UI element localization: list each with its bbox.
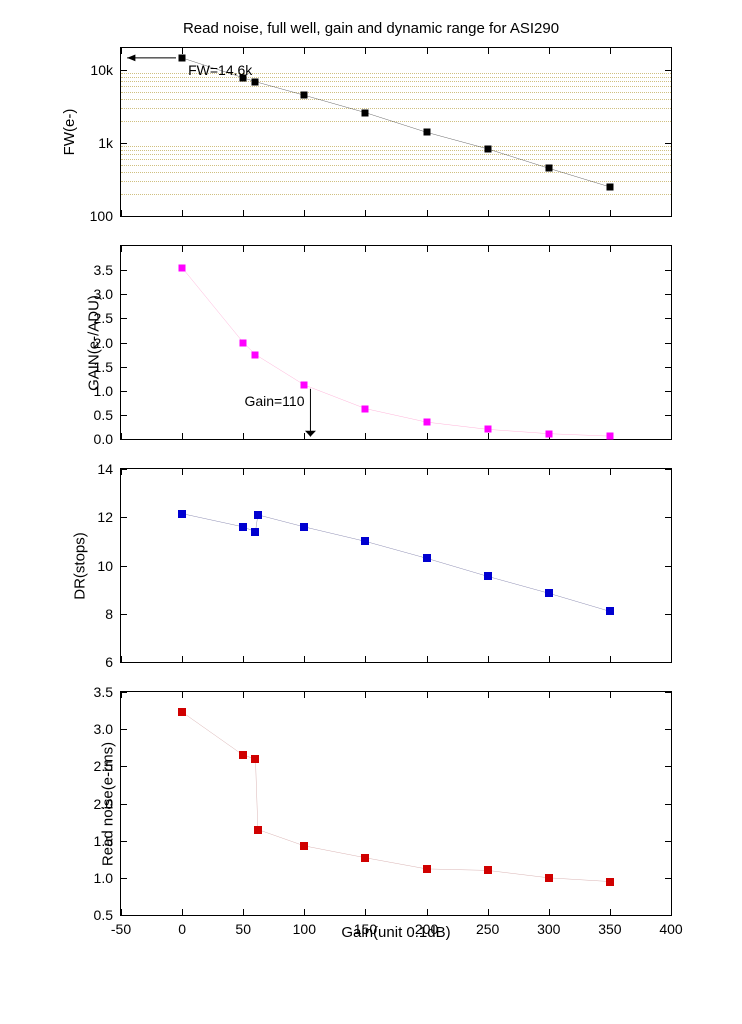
panel-rn: Read noise(e-rms)0.51.01.52.02.53.03.5-5…: [120, 691, 672, 916]
panel-fw: FW(e-)1001k10kFW=14.6k: [120, 47, 672, 217]
data-marker: [606, 878, 614, 886]
ytick-label: 2.5: [94, 310, 121, 326]
xtick-label: 0: [178, 915, 186, 937]
data-marker: [178, 708, 186, 716]
data-marker: [239, 751, 247, 759]
ytick-label: 10k: [90, 62, 121, 78]
data-marker: [251, 755, 259, 763]
ytick-label: 3.0: [94, 286, 121, 302]
ytick-label: 0.0: [94, 431, 121, 447]
data-marker: [300, 523, 308, 531]
x-axis-label: Gain(unit 0.1dB): [120, 924, 672, 941]
ytick-label: 3.0: [94, 721, 121, 737]
data-marker: [251, 528, 259, 536]
data-marker: [545, 589, 553, 597]
data-marker: [423, 865, 431, 873]
data-marker: [300, 842, 308, 850]
data-marker: [239, 523, 247, 531]
panel-dr: DR(stops)68101214: [120, 468, 672, 663]
ytick-label: 12: [97, 509, 121, 525]
ytick-label: 2.0: [94, 796, 121, 812]
plot-dr: [121, 469, 671, 662]
ytick-label: 1.0: [94, 383, 121, 399]
ytick-label: 1.5: [94, 833, 121, 849]
xtick-label: 100: [293, 915, 316, 937]
ytick-label: 0.5: [94, 407, 121, 423]
ytick-label: 3.5: [94, 262, 121, 278]
ytick-label: 1.5: [94, 359, 121, 375]
xtick-label: 50: [235, 915, 251, 937]
chart-container: Read noise, full well, gain and dynamic …: [30, 20, 712, 1004]
xtick-label: 400: [659, 915, 682, 937]
data-marker: [178, 510, 186, 518]
ytick-label: 6: [105, 654, 121, 670]
y-axis-label-fw: FW(e-): [61, 109, 78, 156]
data-marker: [545, 874, 553, 882]
data-marker: [254, 511, 262, 519]
panels-stack: FW(e-)1001k10kFW=14.6kGAIN(e-/ADU)0.00.5…: [30, 47, 712, 916]
data-marker: [423, 554, 431, 562]
ytick-label: 2.5: [94, 758, 121, 774]
ytick-label: 10: [97, 558, 121, 574]
xtick-label: -50: [111, 915, 131, 937]
panel-gain: GAIN(e-/ADU)0.00.51.01.52.02.53.03.5Gain…: [120, 245, 672, 440]
annotation-fw: FW=14.6k: [188, 62, 252, 78]
annotation-gain: Gain=110: [244, 393, 304, 409]
data-marker: [484, 866, 492, 874]
data-marker: [606, 607, 614, 615]
data-marker: [361, 537, 369, 545]
xtick-label: 350: [598, 915, 621, 937]
ytick-label: 3.5: [94, 684, 121, 700]
ytick-label: 1k: [98, 135, 121, 151]
ytick-label: 1.0: [94, 870, 121, 886]
ytick-label: 14: [97, 461, 121, 477]
ytick-label: 100: [90, 208, 121, 224]
xtick-label: 250: [476, 915, 499, 937]
data-marker: [484, 572, 492, 580]
y-axis-label-dr: DR(stops): [71, 532, 88, 600]
xtick-label: 200: [415, 915, 438, 937]
data-marker: [361, 854, 369, 862]
data-marker: [254, 826, 262, 834]
ytick-label: 2.0: [94, 335, 121, 351]
xtick-label: 150: [354, 915, 377, 937]
xtick-label: 300: [537, 915, 560, 937]
ytick-label: 8: [105, 606, 121, 622]
chart-title: Read noise, full well, gain and dynamic …: [30, 20, 712, 37]
plot-rn: [121, 692, 671, 915]
